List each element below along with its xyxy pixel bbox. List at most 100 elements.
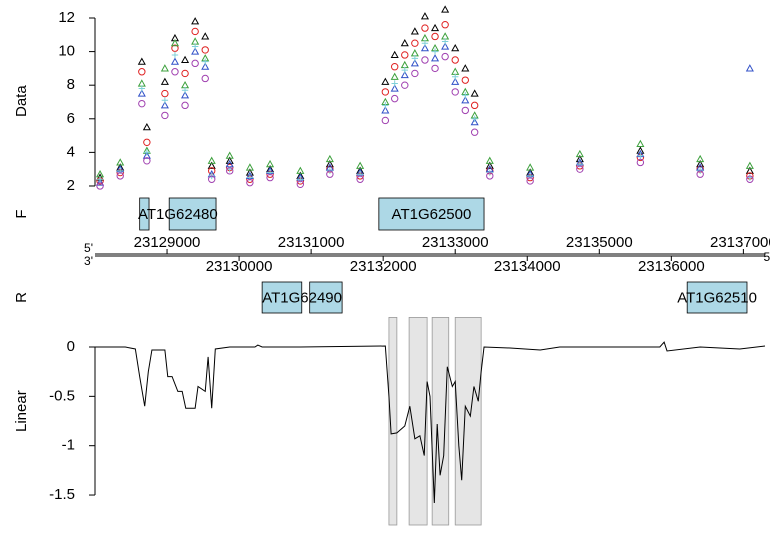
data-point <box>441 52 449 61</box>
data-point <box>143 157 151 165</box>
data-point <box>161 89 169 98</box>
data-point <box>401 66 408 74</box>
x-tick-label: 23134000 <box>494 258 561 275</box>
data-point <box>390 94 399 103</box>
data-point <box>208 175 216 183</box>
data-point <box>356 175 364 183</box>
data-point <box>410 27 419 35</box>
data-point <box>95 178 105 186</box>
gene-exon <box>168 197 217 231</box>
gene-label: AT1G62510 <box>677 289 757 306</box>
x-tick-label: 23129000 <box>134 234 201 251</box>
y-tick-label: 2 <box>67 177 75 194</box>
data-point <box>696 170 704 178</box>
highlight-region <box>454 316 482 526</box>
data-point <box>470 117 479 126</box>
data-point <box>401 81 409 89</box>
data-point <box>485 161 494 169</box>
x-tick-label: 23131000 <box>278 234 345 251</box>
data-point <box>181 101 189 110</box>
data-point <box>201 32 210 40</box>
data-point <box>441 32 450 40</box>
y-axis-label: R <box>13 292 30 303</box>
data-point <box>575 149 584 158</box>
data-point <box>201 62 210 70</box>
highlight-region <box>408 316 428 526</box>
data-point <box>441 21 449 29</box>
data-point <box>245 163 254 171</box>
y-axis-label: Linear <box>13 390 30 432</box>
data-point <box>137 57 146 65</box>
data-point <box>142 151 151 159</box>
data-point <box>138 99 146 108</box>
data-point <box>526 177 534 185</box>
data-point <box>266 173 274 182</box>
data-point <box>696 154 705 163</box>
data-point <box>138 85 146 92</box>
data-point <box>381 88 390 96</box>
data-line <box>95 341 766 503</box>
data-point <box>170 38 180 47</box>
y-tick-label: 8 <box>67 76 75 93</box>
gene-exon <box>378 197 485 231</box>
data-point <box>381 106 390 114</box>
data-point <box>461 106 470 115</box>
gene-label: AT1G62500 <box>392 206 472 223</box>
highlight-region <box>431 316 450 526</box>
data-point <box>470 101 479 110</box>
data-point <box>411 69 419 78</box>
data-point <box>202 58 209 65</box>
x-tick-label: 23136000 <box>638 258 705 275</box>
data-point <box>400 38 409 47</box>
data-point <box>411 39 419 47</box>
data-point <box>420 12 430 20</box>
gene-exon <box>309 281 343 314</box>
data-point <box>181 87 189 94</box>
data-point <box>451 77 460 85</box>
y-tick-label: 10 <box>58 43 75 60</box>
gene-exon <box>261 281 303 314</box>
data-point <box>325 159 334 168</box>
data-point <box>191 17 200 25</box>
strand-end: 5' <box>84 241 93 255</box>
data-point <box>326 170 334 178</box>
y-tick-label: -0.5 <box>49 387 75 404</box>
data-point <box>160 64 169 72</box>
data-point <box>160 77 169 85</box>
data-point <box>171 68 179 76</box>
data-point <box>160 101 169 109</box>
data-point <box>461 64 470 72</box>
y-tick-label: 12 <box>58 9 75 26</box>
data-point <box>96 182 104 190</box>
data-point <box>637 152 644 159</box>
data-point <box>420 33 430 42</box>
data-point <box>441 5 450 13</box>
data-point <box>201 74 209 83</box>
data-point <box>431 32 439 41</box>
data-point <box>746 175 754 183</box>
data-point <box>431 48 439 55</box>
data-point <box>170 57 180 65</box>
data-point <box>143 138 151 147</box>
y-tick-label: 0 <box>67 338 75 355</box>
data-point <box>451 56 459 64</box>
y-axis-label: F <box>13 209 30 218</box>
data-point <box>486 172 494 180</box>
y-tick-label: 6 <box>67 110 75 127</box>
data-point <box>390 72 399 80</box>
data-point <box>207 156 216 164</box>
data-point <box>420 44 430 52</box>
data-point <box>137 79 146 87</box>
data-point <box>137 89 146 97</box>
data-point <box>181 55 190 64</box>
data-point <box>191 37 200 45</box>
data-point <box>410 59 419 67</box>
data-point <box>161 97 169 104</box>
data-point <box>421 56 429 64</box>
highlight-region <box>388 316 398 526</box>
data-point <box>390 50 399 59</box>
data-point <box>401 51 409 59</box>
data-point <box>400 70 409 79</box>
data-point <box>411 55 419 62</box>
